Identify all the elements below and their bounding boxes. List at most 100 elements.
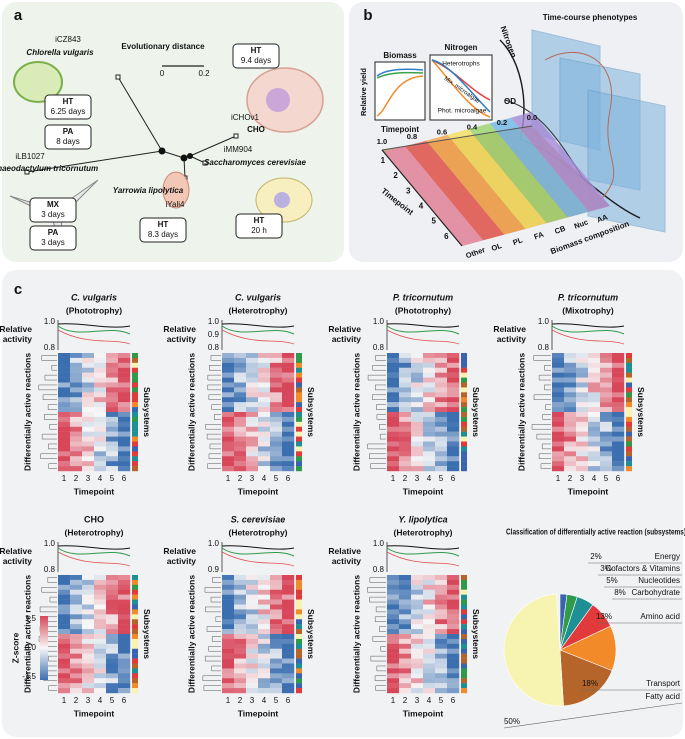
heatmap-cell — [246, 594, 259, 600]
subsystem-cell — [461, 456, 467, 462]
heatmap-cell — [435, 431, 448, 437]
dendrogram — [545, 404, 551, 410]
ra-curve — [386, 323, 460, 328]
heatmap-cell — [82, 461, 95, 467]
heatmap-cell — [576, 377, 589, 383]
subsystem-cell — [296, 663, 302, 669]
heatmap-cell — [387, 461, 400, 467]
tree-leaf — [233, 133, 239, 139]
heatmap-cell — [258, 407, 271, 413]
ra-tick: 1.0 — [208, 539, 220, 548]
dendrogram — [51, 365, 57, 371]
subsystem-cell — [296, 653, 302, 659]
heatmap-cell — [399, 604, 412, 610]
heatmap-cell — [600, 466, 613, 472]
heatmap-cell — [70, 353, 83, 359]
heatmap-cell — [588, 451, 601, 457]
heatmap-cell — [234, 387, 247, 393]
heatmap-cell — [435, 426, 448, 432]
heatmap-cell — [564, 436, 577, 442]
subsystem-cell — [626, 372, 632, 378]
heatmap-cell — [234, 362, 247, 368]
heatmap-cell — [387, 441, 400, 447]
heatmap-cell — [435, 629, 448, 635]
heatmap-cell — [447, 589, 460, 595]
heatmap-cell — [82, 678, 95, 684]
dendrogram — [210, 596, 221, 603]
heatmap-cell — [222, 431, 235, 437]
heatmap-cell — [399, 397, 412, 403]
heatmap-cell — [118, 466, 131, 472]
heatmap-cell — [435, 604, 448, 610]
heatmap-cell — [588, 412, 601, 418]
heatmap-cell — [246, 638, 259, 645]
subsystem-cell — [132, 446, 138, 452]
heatmap-cell — [258, 604, 271, 610]
heatmap-cell — [282, 599, 295, 605]
subsystem-cell — [296, 579, 302, 586]
heatmap-cell — [576, 387, 589, 393]
heatmap-cell — [411, 392, 424, 398]
timepoint-tick: 2 — [568, 474, 573, 483]
heatmap-cell — [576, 372, 589, 378]
dendrogram — [531, 424, 551, 430]
heatmap-cell — [222, 382, 235, 388]
heatmap-cell — [106, 688, 119, 694]
heatmap-cell — [270, 604, 283, 610]
heatmap-cell — [234, 456, 247, 462]
condition-duration: 20 h — [251, 226, 267, 235]
heatmap-cell — [588, 441, 601, 447]
heatmap-cell — [94, 397, 107, 403]
heatmap-cell — [435, 619, 448, 625]
timepoint-tick: 1 — [556, 474, 561, 483]
heatmap-cell — [118, 663, 131, 669]
heatmap-cell — [234, 634, 247, 640]
subsystem-cell — [461, 634, 467, 640]
heatmap-cell — [435, 579, 448, 586]
heatmap-cell — [411, 436, 424, 442]
timepoint-axis — [381, 149, 463, 247]
heatmap-cell — [118, 668, 131, 674]
ra-curve — [386, 325, 460, 335]
heatmap-cell — [399, 421, 412, 427]
heatmap-cell — [552, 421, 565, 427]
composition-band — [510, 112, 610, 212]
dendrogram — [38, 636, 57, 642]
heatmap-cell — [435, 668, 448, 674]
subsystem-cell — [461, 668, 467, 674]
heatmap-cell — [282, 619, 295, 625]
subsystem-cell — [461, 426, 467, 432]
cell-nucleus — [266, 88, 290, 112]
heatmap-cell — [423, 426, 436, 432]
heatmap-cell — [447, 436, 460, 442]
heatmap-cell — [58, 402, 71, 408]
heatmap-cell — [118, 609, 131, 615]
heatmap-cell — [70, 392, 83, 398]
dendrogram — [374, 616, 386, 622]
organism-name: Chlorella vulgaris — [26, 48, 94, 57]
heatmap-cell — [222, 678, 235, 684]
heatmap-cell — [70, 446, 83, 452]
heatmap-cell — [58, 604, 71, 610]
heatmap-cell — [612, 451, 625, 457]
heatmap-cell — [564, 456, 577, 462]
heatmap-cell — [246, 653, 259, 659]
heatmap-cell — [411, 441, 424, 447]
heatmap-cell — [234, 579, 247, 586]
heatmap-cell — [411, 377, 424, 383]
heatmap-cell — [564, 397, 577, 403]
heatmap-cell — [258, 451, 271, 457]
subsystem-cell — [461, 416, 467, 423]
heatmap-cell — [106, 634, 119, 640]
condition-mode: PA — [48, 228, 59, 237]
dendrogram — [207, 374, 221, 381]
heatmap-cell — [82, 614, 95, 620]
condition-box — [29, 225, 77, 251]
heatmap-cell — [399, 688, 412, 694]
heatmap-cell — [270, 421, 283, 427]
cell-chlorella — [13, 61, 63, 103]
heatmap-cell — [70, 372, 83, 378]
subsystem-cell — [461, 451, 467, 457]
heatmap-cell — [588, 362, 601, 368]
dendrogram — [47, 577, 57, 583]
